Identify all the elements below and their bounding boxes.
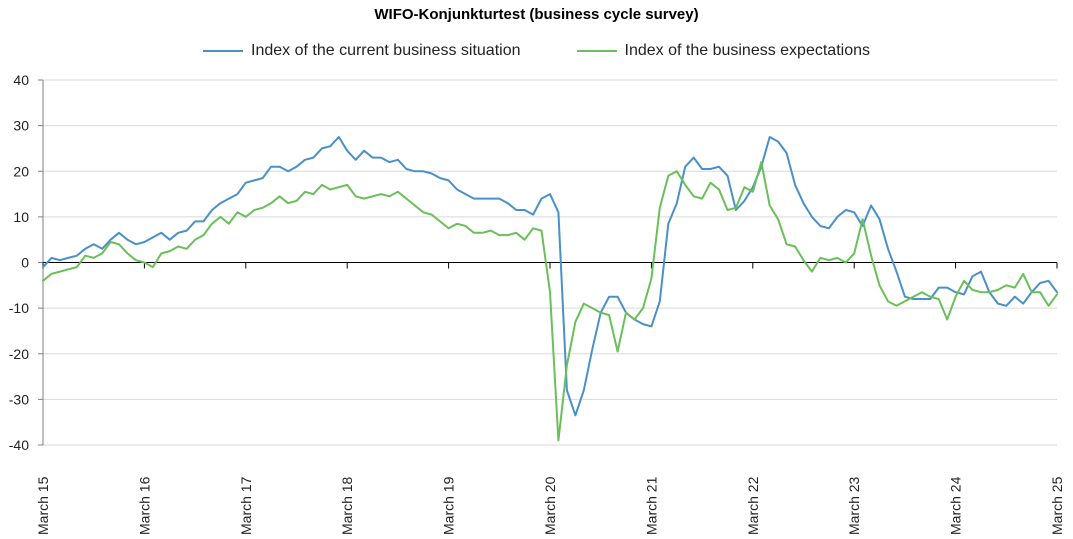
legend-label-current-situation: Index of the current business situation: [251, 42, 521, 59]
series-line-0: [42, 136, 1058, 417]
x-tick-label: March 19: [441, 476, 457, 535]
y-tick-label: 30: [13, 118, 29, 134]
legend-label-expectations: Index of the business expectations: [624, 42, 871, 59]
y-tick-label: 0: [21, 255, 29, 271]
x-tick-label: March 24: [948, 476, 964, 535]
y-tick-label: 20: [13, 163, 29, 179]
y-tick-label: 10: [13, 209, 29, 225]
legend-swatch-current-situation: [203, 50, 243, 52]
legend-item-expectations: Index of the business expectations: [576, 42, 871, 60]
chart-title: WIFO-Konjunkturtest (business cycle surv…: [374, 6, 699, 23]
y-tick-label: -10: [9, 300, 29, 316]
legend: Index of the current business situation …: [0, 42, 1073, 60]
x-tick-label: March 17: [238, 476, 254, 535]
x-tick-label: March 18: [339, 476, 355, 535]
y-tick-label: -20: [9, 346, 29, 362]
y-tick-label: -30: [9, 391, 29, 407]
x-tick-label: March 25: [1049, 476, 1065, 535]
x-tick-label: March 22: [745, 476, 761, 535]
series-line-1: [42, 161, 1058, 442]
legend-swatch-expectations: [576, 50, 617, 52]
y-tick-label: 40: [13, 72, 29, 88]
x-tick-label: March 23: [846, 476, 862, 535]
x-tick-label: March 20: [542, 476, 558, 535]
x-tick-label: March 15: [35, 476, 51, 535]
x-tick-label: March 16: [136, 476, 152, 535]
y-tick-label: -40: [9, 437, 29, 453]
x-tick-label: March 21: [643, 476, 659, 535]
legend-item-current-situation: Index of the current business situation: [203, 42, 521, 60]
